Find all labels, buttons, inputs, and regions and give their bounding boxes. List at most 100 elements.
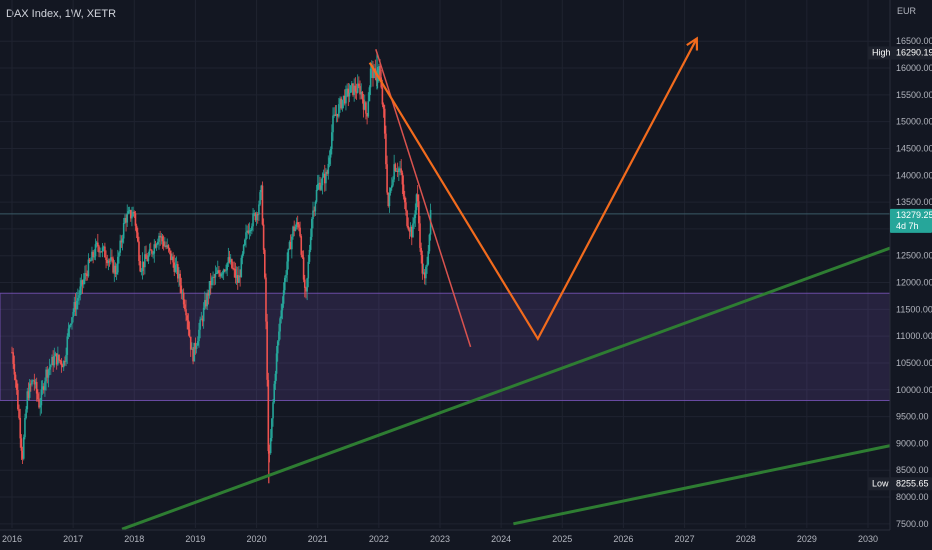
green-trendline[interactable] — [121, 243, 900, 531]
candle-body — [213, 276, 216, 278]
candle-body — [211, 277, 213, 286]
price-tick-label: 16000.00 — [896, 63, 932, 73]
candle-body — [269, 438, 272, 454]
candle-body — [51, 357, 53, 366]
candle-body — [151, 250, 153, 254]
candle-body — [256, 214, 259, 216]
candle-body — [69, 323, 72, 326]
candle-body — [245, 232, 247, 240]
candle-body — [176, 264, 179, 279]
time-tick-label: 2030 — [858, 534, 878, 544]
candle-body — [195, 345, 198, 349]
price-tick-label: 14500.00 — [896, 143, 932, 153]
price-tick-label: 10500.00 — [896, 358, 932, 368]
low-tag-bg — [890, 477, 932, 491]
candle-body — [396, 170, 399, 172]
candle-body — [89, 260, 92, 262]
candle-body — [152, 253, 154, 255]
candle-body — [200, 318, 203, 320]
price-axis-bg — [890, 0, 932, 550]
candle-body — [279, 318, 281, 332]
candle-body — [251, 226, 253, 231]
candle-body — [193, 342, 196, 362]
candle-body — [291, 236, 293, 250]
candle-body — [108, 260, 111, 262]
candle-body — [107, 260, 110, 264]
candle-body — [27, 391, 30, 398]
candle-body — [204, 300, 206, 308]
candle-body — [74, 302, 77, 310]
candle-body — [140, 271, 143, 273]
time-tick-label: 2016 — [2, 534, 22, 544]
candle-body — [24, 417, 26, 438]
green-trendline[interactable] — [513, 442, 899, 526]
candle-body — [126, 213, 129, 223]
price-tick-label: 15000.00 — [896, 117, 932, 127]
candle-body — [142, 261, 145, 268]
time-tick-label: 2026 — [613, 534, 633, 544]
candle-body — [359, 86, 361, 95]
candle-body — [228, 257, 231, 263]
candle-body — [148, 249, 151, 256]
time-tick-label: 2023 — [430, 534, 450, 544]
high-tag-label: High — [872, 47, 891, 57]
candle-body — [201, 318, 204, 322]
candle-body — [97, 242, 99, 247]
candle-body — [272, 402, 274, 419]
candle-body — [113, 265, 116, 273]
candle-body — [328, 157, 331, 164]
candle-body — [382, 104, 385, 109]
price-tick-label: 7500.00 — [896, 519, 929, 529]
price-axis[interactable]: EUR 7500.00 8000.00 8500.00 9000.00 9500.00 10… — [889, 0, 932, 550]
candle-body — [119, 240, 121, 253]
candle-body — [422, 272, 425, 274]
candle-body — [412, 223, 414, 238]
candle-body — [39, 405, 42, 408]
time-axis[interactable]: 2016 2017 2018 2019 2020 2021 2022 2023 2024 2025… — [0, 529, 890, 544]
candle-body — [19, 417, 22, 439]
candle-body — [353, 85, 355, 95]
candle-body — [220, 273, 223, 277]
candle-body — [372, 65, 374, 79]
current-price-tag-value: 4d 7h — [896, 221, 919, 231]
candle-body — [154, 244, 157, 248]
price-tick-label: 14000.00 — [896, 170, 932, 180]
candle-body — [131, 216, 133, 219]
candle-body — [226, 263, 228, 271]
drawings[interactable] — [121, 36, 900, 531]
candle-body — [268, 451, 271, 454]
candle-body — [398, 168, 400, 172]
candle-body — [26, 391, 29, 410]
candle-body — [329, 148, 332, 158]
candle-body — [321, 177, 324, 186]
candle-body — [54, 353, 57, 357]
candle-body — [75, 300, 78, 310]
candle-body — [420, 247, 422, 256]
candle-body — [355, 91, 358, 93]
candle-body — [17, 390, 19, 410]
candle-body — [346, 88, 348, 90]
candle-body — [386, 164, 388, 193]
candle-body — [105, 257, 107, 261]
candle-body — [381, 87, 384, 105]
candle-body — [198, 329, 200, 342]
candle-body — [390, 185, 393, 189]
candle-body — [233, 268, 236, 270]
candle-body — [406, 210, 408, 226]
projection-path[interactable] — [368, 37, 698, 342]
candle-body — [180, 285, 183, 294]
price-tick-label: 12500.00 — [896, 251, 932, 261]
candle-body — [127, 211, 130, 214]
candle-body — [351, 83, 353, 86]
candle-body — [280, 310, 283, 319]
candle-body — [393, 164, 395, 180]
candle-body — [258, 204, 260, 215]
candle-body — [260, 185, 263, 193]
time-tick-label: 2028 — [736, 534, 756, 544]
candle-body — [185, 309, 187, 316]
candle-body — [259, 192, 261, 205]
candle-body — [37, 393, 39, 400]
time-tick-label: 2020 — [247, 534, 267, 544]
candle-body — [14, 374, 17, 381]
